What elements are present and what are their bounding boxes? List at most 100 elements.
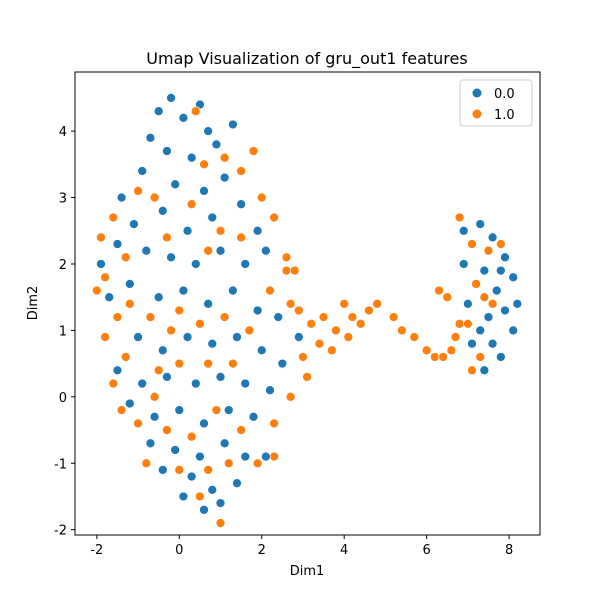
point: [248, 146, 259, 156]
point: [500, 252, 510, 263]
point: [252, 225, 263, 236]
point: [409, 332, 420, 342]
point: [269, 451, 279, 462]
point: [475, 325, 486, 336]
point: [162, 425, 172, 435]
point: [302, 372, 312, 382]
point: [434, 285, 444, 296]
point: [215, 372, 226, 382]
point: [228, 285, 238, 296]
point: [133, 418, 143, 429]
point: [178, 491, 189, 502]
point: [219, 312, 230, 322]
point: [252, 458, 263, 469]
point: [430, 352, 440, 362]
point: [339, 298, 350, 309]
y-tick-label: 1: [59, 324, 67, 339]
point: [454, 318, 465, 329]
point: [298, 352, 308, 362]
point: [133, 186, 143, 196]
point: [236, 166, 246, 176]
y-tick-label: -2: [54, 524, 67, 539]
point: [232, 332, 242, 342]
point: [293, 305, 304, 316]
point: [215, 225, 226, 236]
point: [182, 332, 193, 342]
point: [240, 378, 251, 389]
point: [479, 265, 490, 276]
point: [475, 352, 486, 362]
point: [112, 312, 123, 322]
x-tick-label: 2: [258, 543, 266, 558]
point: [252, 305, 263, 316]
point: [195, 491, 205, 502]
point: [458, 225, 469, 236]
point: [166, 93, 176, 103]
point: [256, 345, 267, 356]
point: [277, 358, 288, 369]
point: [174, 405, 185, 415]
point: [178, 285, 189, 296]
point: [190, 106, 201, 117]
point: [215, 245, 226, 256]
point: [236, 425, 246, 435]
point: [458, 259, 469, 269]
point: [91, 285, 102, 296]
point: [190, 378, 201, 389]
point: [116, 405, 127, 415]
point: [100, 272, 110, 283]
point: [331, 325, 341, 336]
y-axis-label: Dim2: [26, 286, 41, 321]
point: [232, 478, 242, 489]
point: [203, 358, 214, 369]
point: [96, 259, 106, 269]
point: [149, 411, 160, 422]
x-tick-label: 0: [175, 543, 183, 558]
y-tick-label: 3: [59, 192, 67, 207]
point: [129, 219, 139, 229]
point: [285, 391, 296, 402]
point: [487, 298, 498, 309]
point: [512, 298, 523, 309]
point: [508, 272, 519, 283]
point: [495, 239, 506, 249]
point: [199, 159, 209, 170]
point: [347, 312, 358, 322]
point: [199, 504, 209, 515]
point: [141, 245, 152, 256]
y-tick-label: -1: [54, 457, 67, 472]
point: [149, 192, 160, 203]
point: [228, 358, 238, 369]
point: [236, 232, 246, 243]
point: [195, 318, 205, 329]
point: [108, 378, 119, 389]
point: [166, 252, 176, 263]
point: [186, 152, 197, 163]
point: [483, 312, 494, 322]
x-tick-label: 4: [340, 543, 348, 558]
point: [157, 345, 168, 356]
point: [467, 239, 477, 249]
point: [479, 365, 490, 376]
point: [306, 318, 317, 329]
point: [495, 352, 506, 362]
point: [124, 279, 135, 289]
point: [174, 305, 185, 316]
point: [124, 398, 135, 409]
point: [355, 318, 366, 329]
point: [137, 378, 148, 389]
point: [483, 245, 494, 256]
point: [124, 298, 135, 309]
point: [500, 305, 510, 316]
point: [269, 418, 279, 429]
point: [454, 212, 465, 223]
point: [157, 205, 168, 216]
point: [223, 458, 234, 469]
point: [438, 352, 448, 362]
point: [104, 292, 115, 303]
point: [207, 212, 218, 223]
legend-label: 0.0: [494, 87, 515, 102]
point: [153, 292, 164, 303]
point: [195, 451, 205, 462]
